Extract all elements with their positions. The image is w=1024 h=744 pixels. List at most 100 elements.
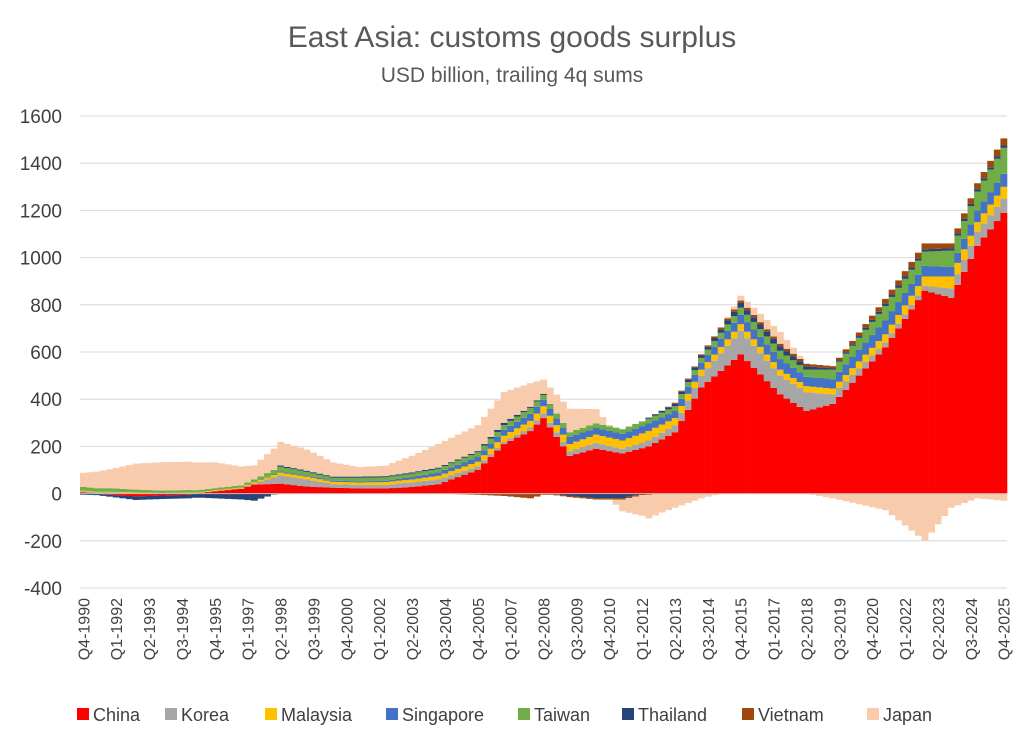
bar-segment-japan xyxy=(809,493,817,495)
bar-segment-japan xyxy=(185,461,193,491)
bar-segment-thailand xyxy=(408,472,416,474)
x-tick-label: Q3-2019 xyxy=(832,598,849,660)
bar-segment-malaysia xyxy=(185,492,193,494)
bar-segment-korea xyxy=(875,349,883,355)
bar-segment-taiwan xyxy=(152,490,160,493)
bar-segment-china xyxy=(520,434,528,494)
bar-segment-singapore xyxy=(645,423,653,432)
bar-segment-japan xyxy=(158,462,166,491)
bar-segment-taiwan xyxy=(1000,147,1008,174)
bar-segment-thailand xyxy=(316,473,324,475)
bar-segment-taiwan xyxy=(974,191,982,211)
bar-segment-thailand xyxy=(901,276,909,279)
bar-segment-taiwan xyxy=(349,477,357,482)
x-tick-label: Q1-1992 xyxy=(109,598,126,660)
bar-segment-korea xyxy=(822,393,830,406)
bar-segment-taiwan xyxy=(842,353,850,365)
bar-segment-malaysia xyxy=(842,375,850,382)
bar-segment-malaysia xyxy=(481,455,488,461)
bar-segment-singapore xyxy=(448,467,456,472)
bar-segment-china xyxy=(441,481,449,494)
bar-segment-thailand xyxy=(112,495,120,498)
bar-segment-malaysia xyxy=(776,369,784,376)
bar-segment-korea xyxy=(303,479,311,487)
bar-segment-singapore xyxy=(849,357,857,369)
bar-segment-malaysia xyxy=(448,471,456,476)
bar-segment-malaysia xyxy=(566,444,574,452)
bar-segment-singapore xyxy=(960,238,968,250)
bar-segment-singapore xyxy=(941,266,949,277)
bar-segment-korea xyxy=(704,368,712,382)
bar-segment-china xyxy=(658,439,666,494)
bar-segment-singapore xyxy=(895,302,903,316)
bar-segment-korea xyxy=(684,400,692,410)
bar-segment-singapore xyxy=(783,363,791,374)
bar-segment-korea xyxy=(770,368,778,388)
bar-segment-taiwan xyxy=(632,423,640,429)
bar-segment-japan xyxy=(987,493,995,500)
bar-segment-japan xyxy=(928,493,935,533)
bar-segment-china xyxy=(974,245,982,494)
bar-segment-taiwan xyxy=(145,490,153,493)
bar-segment-japan xyxy=(960,493,968,504)
bar-segment-taiwan xyxy=(290,469,298,474)
bar-segment-thailand xyxy=(665,407,673,410)
bar-segment-china xyxy=(796,406,804,494)
bar-segment-japan xyxy=(296,447,304,470)
bar-segment-korea xyxy=(974,231,982,246)
bar-segment-japan xyxy=(474,425,482,452)
bar-segment-malaysia xyxy=(80,490,87,492)
bar-segment-malaysia xyxy=(855,361,863,369)
bar-segment-korea xyxy=(375,484,383,489)
bar-segment-china xyxy=(698,387,705,494)
bar-segment-thailand xyxy=(467,453,475,456)
bar-segment-taiwan xyxy=(283,467,291,473)
bar-segment-taiwan xyxy=(744,314,751,323)
bar-segment-china xyxy=(605,451,613,494)
bar-segment-korea xyxy=(553,432,561,437)
bar-segment-china xyxy=(895,328,903,494)
bar-segment-thailand xyxy=(987,167,995,170)
bar-segment-vietnam xyxy=(836,357,843,361)
bar-segment-malaysia xyxy=(257,479,265,482)
bar-segment-korea xyxy=(619,448,626,454)
bar-segment-china xyxy=(744,361,751,494)
bar-segment-korea xyxy=(513,434,521,438)
bar-segment-malaysia xyxy=(224,488,232,490)
bar-segment-malaysia xyxy=(494,442,502,448)
bar-segment-taiwan xyxy=(559,422,567,428)
bar-segment-korea xyxy=(625,446,633,452)
bar-segment-singapore xyxy=(494,436,502,443)
bar-segment-singapore xyxy=(356,481,364,483)
bar-segment-vietnam xyxy=(908,261,916,268)
bar-segment-malaysia xyxy=(237,487,245,489)
bar-segment-japan xyxy=(908,493,916,531)
bar-segment-vietnam xyxy=(967,198,975,204)
bar-segment-taiwan xyxy=(711,341,719,347)
bar-segment-singapore xyxy=(323,479,331,481)
bar-segment-malaysia xyxy=(809,386,817,393)
bar-segment-malaysia xyxy=(106,491,114,493)
bar-segment-vietnam xyxy=(842,349,850,353)
bar-segment-taiwan xyxy=(980,180,988,202)
bar-segment-japan xyxy=(540,379,548,394)
bar-segment-china xyxy=(1000,212,1008,494)
bar-segment-malaysia xyxy=(895,315,903,324)
bar-segment-malaysia xyxy=(671,418,679,426)
bar-segment-malaysia xyxy=(691,381,699,388)
bar-segment-thailand xyxy=(474,451,482,453)
bar-segment-malaysia xyxy=(553,425,561,433)
bar-segment-japan xyxy=(895,493,903,521)
bar-segment-japan xyxy=(947,493,955,508)
bar-segment-korea xyxy=(244,485,252,487)
bar-segment-malaysia xyxy=(349,482,357,485)
bar-segment-thailand xyxy=(836,360,843,362)
bar-segment-singapore xyxy=(744,322,751,332)
legend-item-japan: Japan xyxy=(867,705,932,725)
bar-segment-singapore xyxy=(619,433,626,441)
bar-segment-japan xyxy=(592,409,600,424)
bar-segment-china xyxy=(592,448,600,494)
bar-segment-korea xyxy=(790,383,797,403)
bar-segment-taiwan xyxy=(855,337,863,350)
bar-segment-taiwan xyxy=(428,470,436,474)
